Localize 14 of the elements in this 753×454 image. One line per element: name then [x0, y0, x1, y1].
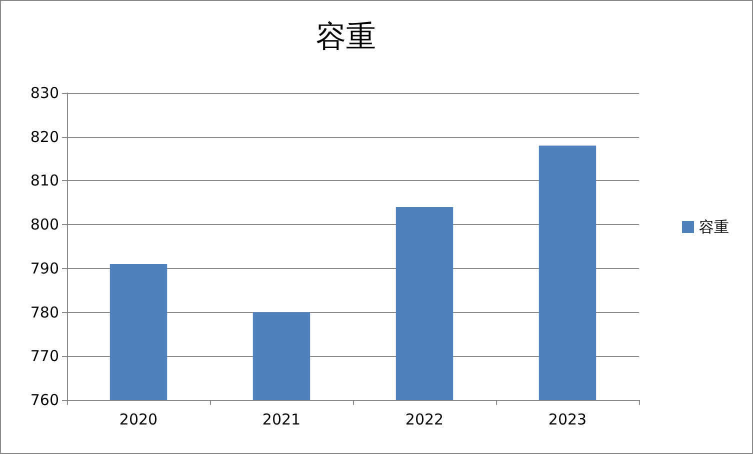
y-tick-label: 810: [30, 172, 59, 190]
legend-label: 容重: [699, 218, 729, 236]
y-tick-label: 770: [30, 347, 59, 366]
x-tick-label: 2022: [405, 410, 444, 428]
y-tick-label: 790: [30, 259, 59, 278]
x-tick-label: 2023: [548, 410, 587, 428]
y-tick-label: 820: [30, 128, 59, 146]
x-tick-label: 2021: [262, 410, 301, 428]
x-tick-label: 2020: [119, 410, 158, 428]
chart-title: 容重: [316, 20, 376, 54]
y-tick-label: 830: [30, 84, 59, 102]
y-tick-label: 760: [30, 391, 59, 409]
y-tick-label: 780: [30, 303, 59, 322]
y-tick-label: 800: [30, 216, 59, 234]
